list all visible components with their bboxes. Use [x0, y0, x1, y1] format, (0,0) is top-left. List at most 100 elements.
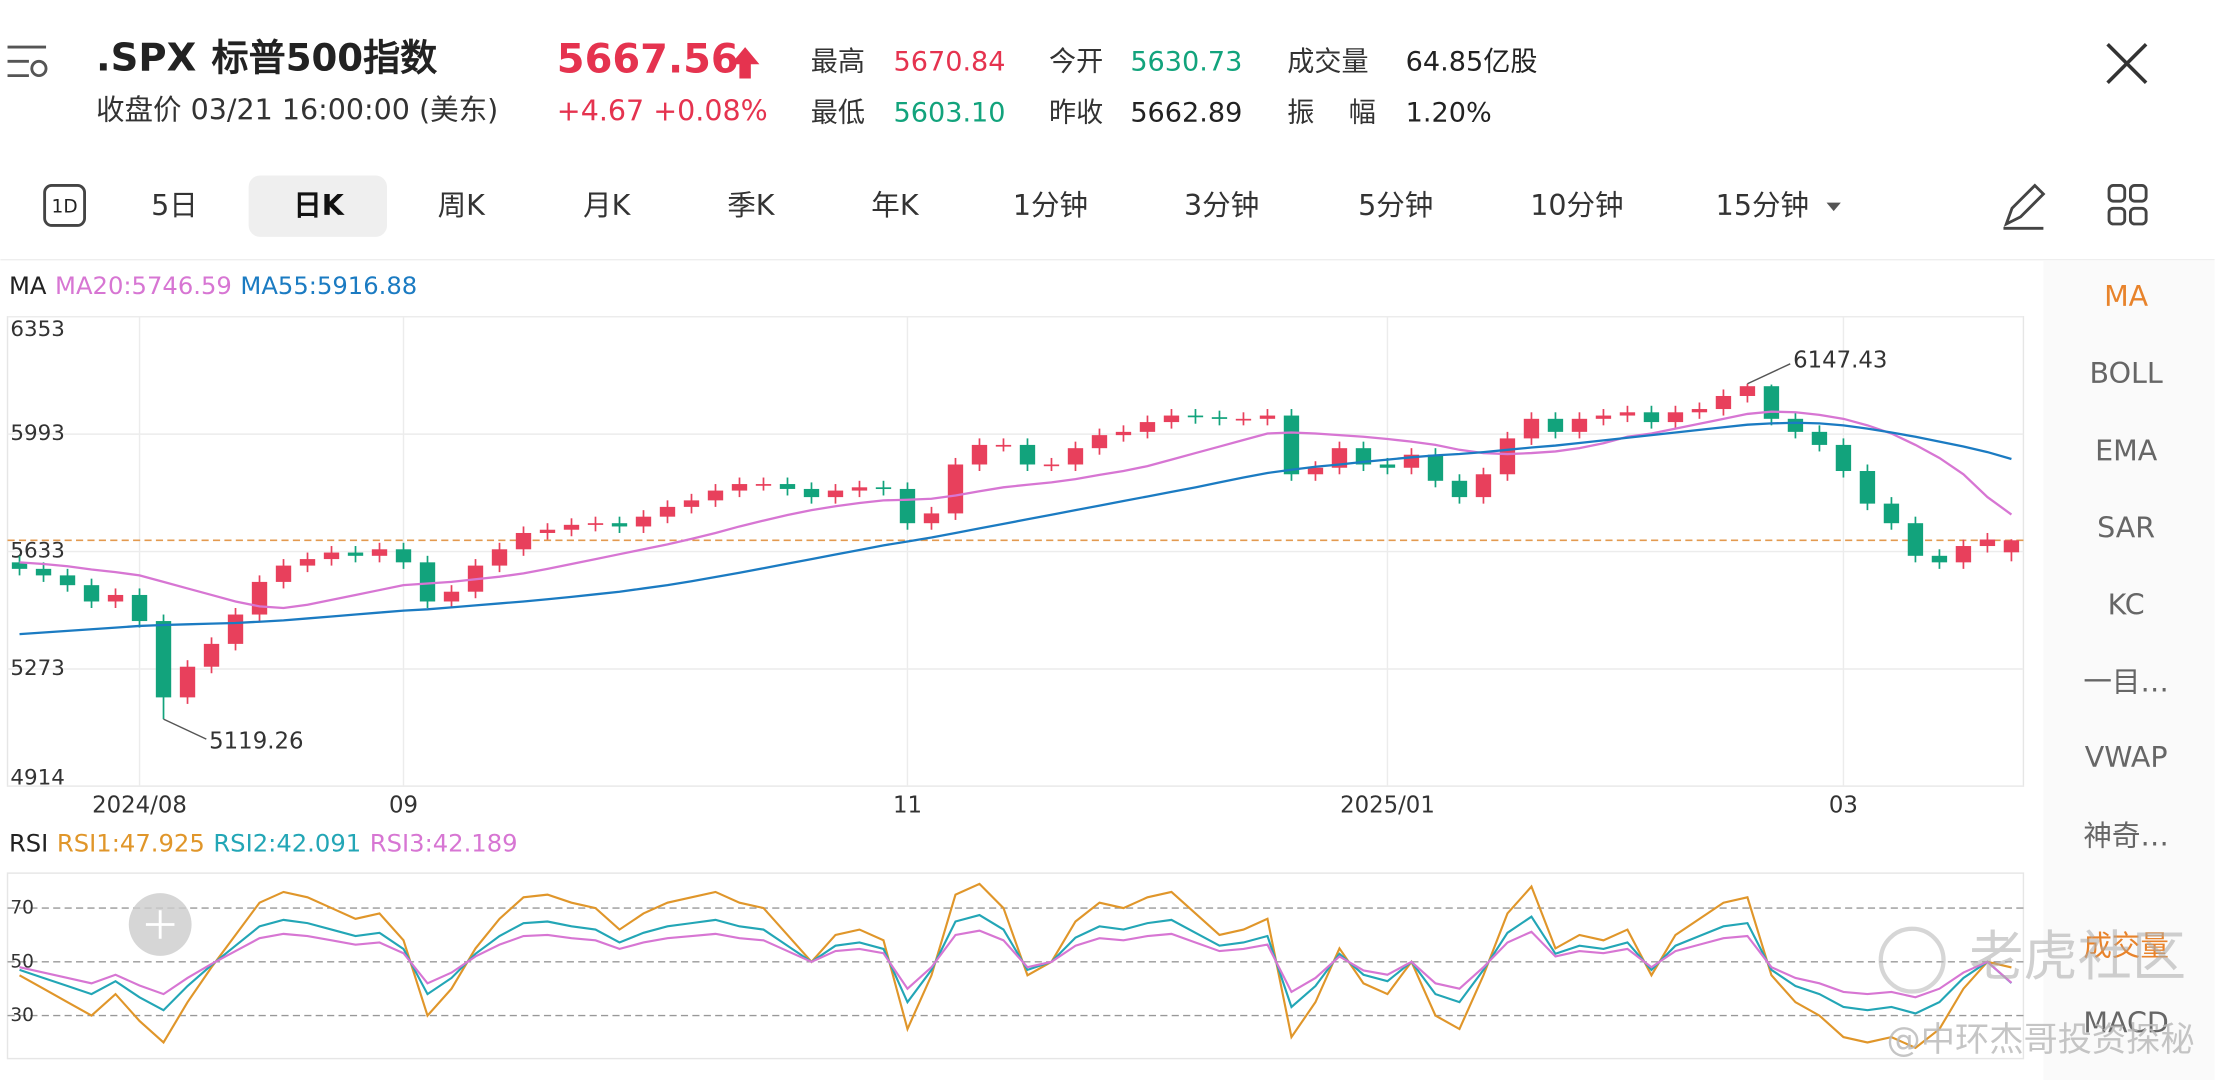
tab[interactable]: 年K — [871, 189, 920, 222]
candle-body — [995, 444, 1012, 447]
tab[interactable]: 3分钟 — [1184, 189, 1259, 222]
candle-body — [1691, 409, 1708, 413]
side-item[interactable]: MACD — [2083, 1006, 2168, 1039]
candle-body — [2003, 540, 2020, 553]
dropdown-caret — [1826, 202, 1841, 212]
annotation-leader — [163, 718, 207, 740]
candle-body — [851, 487, 868, 491]
rsi-line — [19, 882, 2012, 1050]
side-item[interactable]: 成交量 — [2083, 929, 2169, 962]
candle-body — [1307, 467, 1324, 475]
y-tick-label: 70 — [10, 898, 34, 919]
period-icon[interactable] — [43, 184, 86, 227]
candle-body — [1187, 415, 1204, 418]
candle-body — [203, 643, 220, 667]
candle-body — [131, 594, 148, 622]
high-annotation: 6147.43 — [1793, 347, 1887, 373]
candle-body — [1643, 412, 1660, 423]
tab[interactable]: 周K — [438, 189, 487, 222]
candle-body — [491, 549, 508, 566]
draw-icon[interactable] — [2003, 183, 2046, 230]
candle-body — [899, 488, 916, 524]
side-item[interactable]: VWAP — [2085, 741, 2168, 774]
candle-body — [875, 487, 892, 490]
candle-body — [1091, 435, 1108, 449]
candle-body — [755, 484, 772, 486]
legend-item: MA55:5916.88 — [240, 271, 417, 300]
candle-body — [323, 552, 340, 560]
candle-body — [587, 523, 604, 525]
candle-body — [1475, 474, 1492, 498]
close-time: 收盘价 03/21 16:00:00 (美东) — [96, 93, 498, 126]
ma-line — [19, 410, 2013, 610]
candle-body — [1619, 412, 1636, 416]
candle-body — [1211, 417, 1228, 419]
candle-body — [563, 524, 580, 530]
y-tick-label: 5993 — [10, 421, 64, 446]
price: 5667.56 — [557, 36, 739, 82]
stat-value: 5603.10 — [893, 98, 1005, 129]
candle-body — [1979, 539, 1996, 547]
tab[interactable]: 月K — [583, 189, 632, 222]
candle-body — [923, 513, 940, 524]
candle-body — [299, 559, 316, 566]
stat-label: 今开 — [1049, 46, 1103, 77]
stat-value: 5662.89 — [1130, 98, 1242, 129]
stat-value: 64.85亿股 — [1406, 46, 1538, 77]
tab[interactable]: 10分钟 — [1530, 189, 1623, 222]
stat-label: 成交量 — [1287, 46, 1368, 77]
candle-body — [1067, 448, 1084, 465]
side-item[interactable]: BOLL — [2090, 357, 2163, 390]
candle-body — [539, 529, 556, 533]
watermark: 老虎社区 — [1969, 925, 2186, 988]
legend-item: MA20:5746.59 — [55, 271, 232, 300]
tab[interactable]: 季K — [727, 189, 776, 222]
candle-body — [395, 549, 412, 563]
candle-body — [515, 532, 532, 550]
side-item[interactable]: MA — [2104, 280, 2149, 313]
side-item[interactable]: EMA — [2095, 434, 2158, 467]
tab[interactable]: 日K — [293, 189, 345, 222]
side-item[interactable]: 一目… — [2083, 665, 2169, 698]
candle-body — [347, 552, 364, 556]
candle-body — [179, 666, 196, 698]
candle-body — [779, 484, 796, 489]
candle-body — [1427, 454, 1444, 481]
close-button[interactable] — [2106, 42, 2148, 85]
stat-label: 最低 — [811, 98, 865, 129]
menu-icon[interactable] — [7, 45, 48, 78]
x-tick-label: 03 — [1829, 793, 1858, 819]
candle-body — [1571, 418, 1588, 432]
tab[interactable]: 15分钟 — [1716, 189, 1809, 222]
candle-body — [635, 516, 652, 527]
tab[interactable]: 5分钟 — [1358, 189, 1433, 222]
y-tick-label: 6353 — [10, 317, 64, 342]
tab[interactable]: 5日 — [151, 189, 198, 222]
tab[interactable]: 1分钟 — [1013, 189, 1088, 222]
watermark: @中环杰哥投资探秘 — [1887, 1020, 2195, 1060]
candle-body — [227, 614, 244, 644]
x-tick-label: 11 — [893, 793, 922, 819]
candle-body — [1547, 418, 1564, 432]
y-tick-label: 50 — [10, 951, 34, 972]
symbol: .SPX — [96, 35, 196, 80]
charts: 6353 5993 5633 5273 4914 2024/08 09 11 2025/01 03… — [6, 271, 2025, 1060]
side-item[interactable]: SAR — [2097, 511, 2155, 544]
layout-icon[interactable] — [2107, 184, 2148, 226]
y-tick-label: 5273 — [10, 656, 64, 681]
candle-body — [1667, 412, 1684, 423]
candle-body — [803, 488, 820, 498]
add-icon — [145, 910, 175, 939]
legend-title: RSI — [9, 829, 48, 858]
candle-body — [107, 594, 124, 602]
candle-body — [731, 484, 748, 491]
candle-body — [1019, 444, 1036, 465]
candle-body — [1523, 418, 1540, 439]
side-item[interactable]: 神奇… — [2083, 819, 2169, 852]
side-item[interactable]: KC — [2108, 588, 2145, 621]
candle-body — [1163, 415, 1180, 423]
low-annotation: 5119.26 — [209, 728, 303, 754]
candle-body — [1139, 422, 1156, 432]
x-tick-label: 2024/08 — [92, 793, 187, 819]
rsi-line — [19, 913, 2013, 1015]
